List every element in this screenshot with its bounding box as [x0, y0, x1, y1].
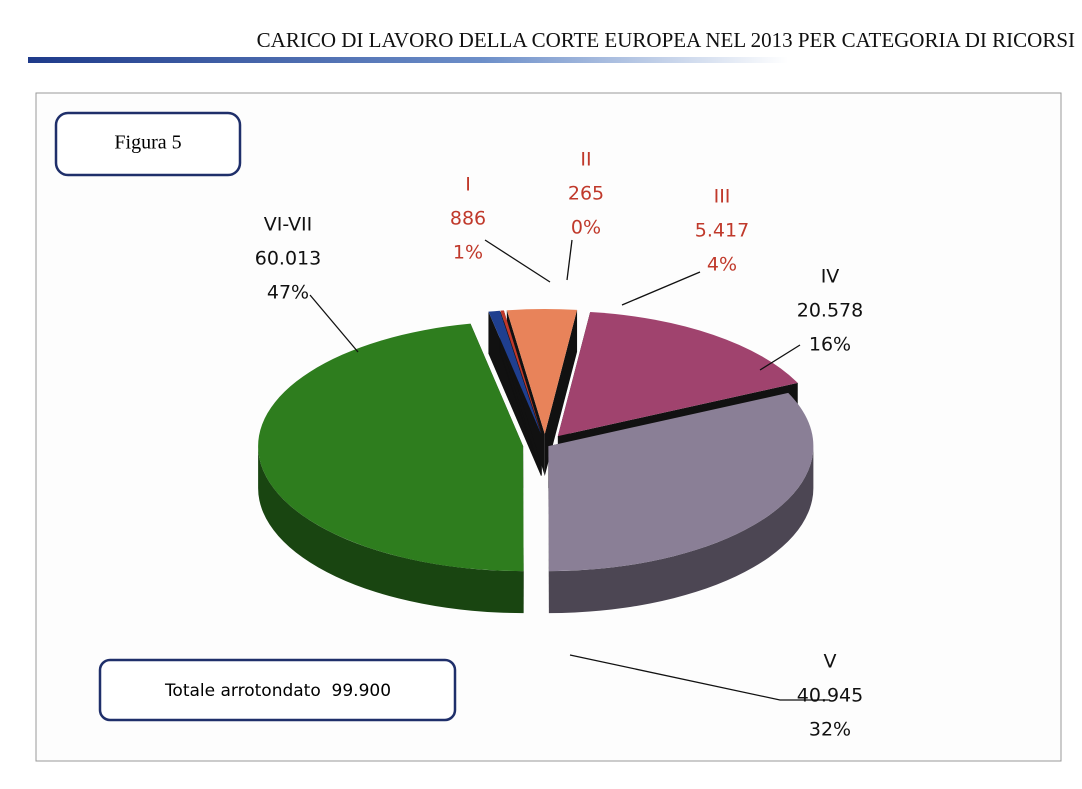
value-label: 20.578 — [797, 300, 863, 322]
total-annotation: Totale arrotondato 99.900 — [164, 681, 391, 701]
slice-side — [548, 446, 814, 614]
total-box — [98, 658, 457, 722]
category-label: IV — [821, 266, 840, 288]
slice — [506, 309, 578, 435]
category-label: VI-VII — [264, 214, 313, 236]
value-label: 60.013 — [255, 248, 321, 270]
value-label: 40.945 — [797, 685, 863, 707]
title-underline — [28, 57, 788, 63]
percentage-label: 32% — [809, 719, 851, 741]
leader-line — [621, 271, 701, 306]
slice — [258, 323, 524, 572]
category-label: I — [465, 174, 471, 196]
chart-title: CARICO DI LAVORO DELLA CORTE EUROPEA NEL… — [257, 28, 1075, 52]
leader-line — [569, 654, 830, 701]
value-label: 886 — [450, 208, 486, 230]
category-label: III — [714, 186, 731, 208]
slice — [557, 312, 798, 437]
percentage-label: 47% — [267, 282, 309, 304]
slice-edge — [544, 309, 578, 477]
percentage-label: 0% — [571, 217, 601, 239]
leader-line — [484, 239, 551, 283]
leader-line — [566, 239, 573, 281]
figure-label: Figura 5 — [114, 132, 181, 154]
slice-side — [258, 446, 524, 614]
percentage-label: 1% — [453, 242, 483, 264]
slice — [548, 392, 814, 572]
slice — [500, 310, 542, 435]
slice-edge — [548, 446, 549, 614]
percentage-label: 4% — [707, 254, 737, 276]
slice — [488, 310, 542, 435]
pie — [258, 309, 814, 614]
leader-line — [759, 344, 801, 371]
value-label: 5.417 — [695, 220, 749, 242]
category-label: II — [580, 149, 591, 171]
value-label: 265 — [568, 183, 604, 205]
category-label: V — [824, 651, 837, 673]
percentage-label: 16% — [809, 334, 851, 356]
leader-line — [309, 294, 359, 353]
figure-box — [54, 111, 242, 177]
